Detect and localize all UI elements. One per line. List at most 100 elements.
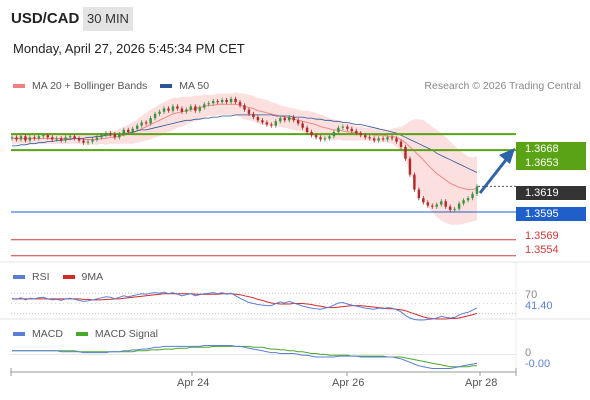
candle xyxy=(113,134,117,138)
legend-bollinger: MA 20 + Bollinger Bands xyxy=(32,80,148,92)
candle xyxy=(220,100,224,103)
level-tag-1: 1.3668 xyxy=(516,142,586,156)
candle xyxy=(283,118,286,121)
candle xyxy=(207,103,210,105)
candle xyxy=(180,108,184,112)
candle xyxy=(203,104,206,108)
price-legend: MA 20 + Bollinger Bands MA 50 xyxy=(13,80,222,92)
candle xyxy=(368,137,371,139)
candle xyxy=(15,137,18,140)
candle xyxy=(332,132,336,137)
candle xyxy=(408,158,412,175)
bollinger-band xyxy=(12,92,477,225)
candle xyxy=(404,146,407,159)
candle xyxy=(167,108,170,111)
macd-signal-line xyxy=(12,345,477,368)
symbol-title: USD/CAD xyxy=(11,10,80,27)
candle xyxy=(77,138,81,141)
candle xyxy=(337,127,340,132)
candle xyxy=(435,204,438,207)
rsi-legend: RSI 9MA xyxy=(13,271,116,283)
x-label-apr28: Apr 28 xyxy=(465,377,498,389)
candle xyxy=(55,138,58,140)
rsi-level-70: 70 xyxy=(525,289,538,301)
candle xyxy=(194,106,197,111)
candle xyxy=(86,141,90,143)
candle xyxy=(422,198,425,203)
candle xyxy=(346,126,349,129)
level-label-5: 1.3554 xyxy=(525,244,559,256)
candle xyxy=(372,138,376,141)
candle xyxy=(310,132,313,136)
candle xyxy=(413,174,416,190)
macd-signal-swatch xyxy=(75,332,88,336)
candle xyxy=(440,201,443,205)
candle xyxy=(122,129,125,135)
candle xyxy=(118,134,121,138)
candle xyxy=(287,117,291,121)
candle xyxy=(350,128,354,131)
candle xyxy=(279,118,282,122)
legend-9ma: 9MA xyxy=(81,271,104,283)
level-tag-3: 1.3595 xyxy=(516,207,586,221)
candle xyxy=(28,137,32,141)
candle xyxy=(453,208,456,210)
candle xyxy=(292,117,295,121)
candle xyxy=(448,206,452,210)
candle xyxy=(270,124,273,126)
candle xyxy=(229,98,233,103)
candle xyxy=(462,200,465,204)
credit-label: Research © 2026 Trading Central xyxy=(424,80,581,92)
candle xyxy=(158,111,161,114)
candle xyxy=(475,186,479,194)
macd-value: -0.00 xyxy=(525,358,551,370)
candle xyxy=(261,120,264,123)
candle xyxy=(417,189,421,199)
rsi-swatch xyxy=(13,275,25,279)
candle xyxy=(51,137,54,140)
candle xyxy=(153,113,157,119)
candle xyxy=(95,137,99,140)
candle xyxy=(471,193,474,199)
candle xyxy=(33,137,36,139)
level-tag-2: 1.3653 xyxy=(516,156,586,170)
timeframe-button[interactable]: 30 MIN xyxy=(83,7,133,31)
macd-swatch xyxy=(13,332,25,336)
candle xyxy=(426,202,430,206)
candle xyxy=(252,113,255,118)
candle xyxy=(359,133,362,136)
legend-ma50: MA 50 xyxy=(179,80,210,92)
candle xyxy=(457,203,461,209)
candle xyxy=(466,198,470,201)
candle xyxy=(399,141,403,147)
x-label-apr24: Apr 24 xyxy=(177,377,210,389)
candle xyxy=(247,109,251,114)
candle xyxy=(305,127,309,132)
candle xyxy=(37,136,41,139)
candle xyxy=(64,137,67,141)
forecast-arrowhead xyxy=(499,148,515,164)
candle xyxy=(390,137,394,139)
candle xyxy=(323,138,327,140)
candle xyxy=(319,137,322,140)
macd-zero-label: 0 xyxy=(525,347,532,359)
candle xyxy=(395,138,398,142)
candle xyxy=(243,105,246,110)
candle xyxy=(140,122,143,126)
candle xyxy=(377,138,380,141)
candle xyxy=(314,135,318,138)
candle xyxy=(185,109,188,112)
candle xyxy=(109,133,112,135)
candle xyxy=(216,101,219,103)
candle xyxy=(135,125,139,129)
candle xyxy=(149,118,152,124)
candle xyxy=(301,123,304,128)
datetime-label: Monday, April 27, 2026 5:45:34 PM CET xyxy=(13,41,245,56)
candle xyxy=(73,136,76,139)
rsi-line xyxy=(11,291,478,321)
candle xyxy=(234,98,237,103)
candle xyxy=(431,205,434,207)
candle xyxy=(265,122,269,125)
